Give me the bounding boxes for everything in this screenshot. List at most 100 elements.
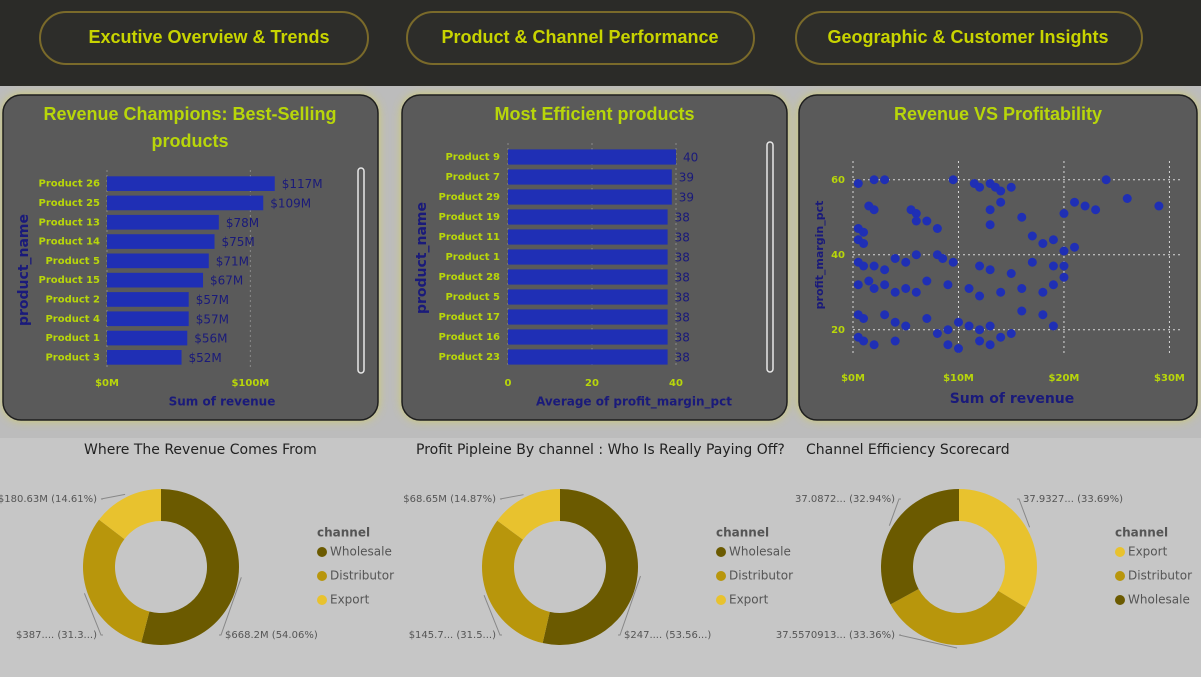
legend-title: channel <box>317 526 370 540</box>
scatter-point <box>911 216 921 226</box>
scrollbar[interactable] <box>357 167 365 374</box>
leader-line <box>219 577 242 636</box>
data-label: $75M <box>222 235 255 249</box>
y-tick-label: Product 15 <box>38 275 100 286</box>
scatter-point <box>1059 246 1069 256</box>
legend-swatch <box>716 547 726 557</box>
scatter-point <box>1017 284 1027 293</box>
scatter-point <box>938 254 948 263</box>
y-tick-label: Product 14 <box>38 237 100 248</box>
scatter-point <box>975 336 985 346</box>
legend-label: Distributor <box>330 569 394 583</box>
nav-button[interactable] <box>406 11 755 65</box>
scatter-point <box>1038 310 1048 320</box>
legend-label: Wholesale <box>330 545 392 559</box>
bar <box>107 253 209 269</box>
data-label: $117M <box>282 177 323 191</box>
y-axis-label: product_name <box>414 202 430 314</box>
data-label: 39 <box>679 191 694 205</box>
data-label: 38 <box>675 211 690 225</box>
bar <box>107 214 219 230</box>
nav-button[interactable] <box>795 11 1143 65</box>
scatter-point <box>948 257 958 267</box>
scatter-point <box>880 310 890 320</box>
scatter-point <box>996 332 1006 342</box>
scatter-point <box>1080 201 1090 211</box>
scatter-point <box>1027 257 1037 267</box>
y-tick-label: Product 28 <box>438 272 500 283</box>
legend-title: channel <box>1115 526 1168 540</box>
y-tick-label: Product 25 <box>38 198 100 209</box>
chart-title: Where The Revenue Comes From <box>84 442 317 458</box>
y-tick-label: 40 <box>831 250 845 261</box>
leader-line <box>898 634 958 649</box>
y-tick-label: Product 5 <box>45 256 100 267</box>
scatter-point <box>932 329 942 338</box>
y-tick-label: Product 9 <box>445 152 500 163</box>
scatter-point <box>1059 209 1069 218</box>
scatter-point <box>1070 197 1080 207</box>
scatter-point <box>943 280 953 290</box>
legend-label: Distributor <box>1128 569 1192 583</box>
scatter-point <box>1154 201 1164 211</box>
y-tick-label: 20 <box>831 325 845 336</box>
scatter-point <box>859 336 869 346</box>
legend-swatch <box>1115 595 1125 605</box>
scatter-point <box>869 175 879 185</box>
bar <box>508 309 668 325</box>
scatter-point <box>932 224 942 233</box>
data-label: $67M <box>210 274 243 288</box>
scrollbar[interactable] <box>766 141 774 373</box>
bar <box>508 149 676 165</box>
scatter-point <box>964 321 974 331</box>
donut-slice <box>542 489 639 645</box>
x-tick-label: 40 <box>669 378 683 389</box>
bar <box>107 330 188 346</box>
y-tick-label: Product 1 <box>45 333 100 344</box>
chart-title: Revenue Champions: Best-Selling products <box>43 104 337 151</box>
data-label: 38 <box>675 311 690 325</box>
nav-label[interactable]: Geographic & Customer Insights <box>827 27 1108 47</box>
data-label: $57M <box>196 312 229 326</box>
legend-swatch <box>317 571 327 581</box>
y-tick-label: Product 29 <box>438 192 500 203</box>
data-label: $68.65M (14.87%) <box>403 494 496 505</box>
scatter-point <box>948 175 958 185</box>
scatter-point <box>890 336 900 346</box>
scatter-point <box>975 291 985 301</box>
scatter-point <box>880 265 890 275</box>
bar <box>107 311 189 327</box>
bar <box>508 249 668 265</box>
scatter-point <box>911 250 921 260</box>
leader-line <box>888 498 901 526</box>
scatter-point <box>922 276 932 286</box>
leader-line <box>83 593 103 636</box>
donut-slice <box>482 520 550 644</box>
scatter-point <box>975 182 985 192</box>
scatter-point <box>1038 287 1048 297</box>
nav-label[interactable]: Product & Channel Performance <box>441 27 718 47</box>
scatter-point <box>859 227 869 237</box>
scatter-point <box>953 344 963 353</box>
data-label: $668.2M (54.06%) <box>225 630 318 641</box>
x-tick-label: $30M <box>1154 373 1185 384</box>
x-axis-label: Sum of revenue <box>169 395 276 409</box>
bar <box>508 229 668 245</box>
scatter-point <box>996 186 1006 196</box>
scatter-point <box>853 179 863 188</box>
y-tick-label: Product 4 <box>45 314 100 325</box>
nav-label[interactable]: Excutive Overview & Trends <box>88 27 329 47</box>
x-tick-label: 0 <box>505 378 512 389</box>
x-tick-label: $100M <box>231 378 269 389</box>
y-tick-label: Product 5 <box>445 292 500 303</box>
scatter-point <box>890 317 900 327</box>
nav-button[interactable] <box>39 11 369 65</box>
leader-line <box>100 493 126 500</box>
y-tick-label: Product 1 <box>445 252 500 263</box>
data-label: 38 <box>675 291 690 305</box>
y-tick-label: Product 23 <box>438 352 500 363</box>
scatter-point <box>869 205 879 215</box>
panel <box>798 94 1198 421</box>
